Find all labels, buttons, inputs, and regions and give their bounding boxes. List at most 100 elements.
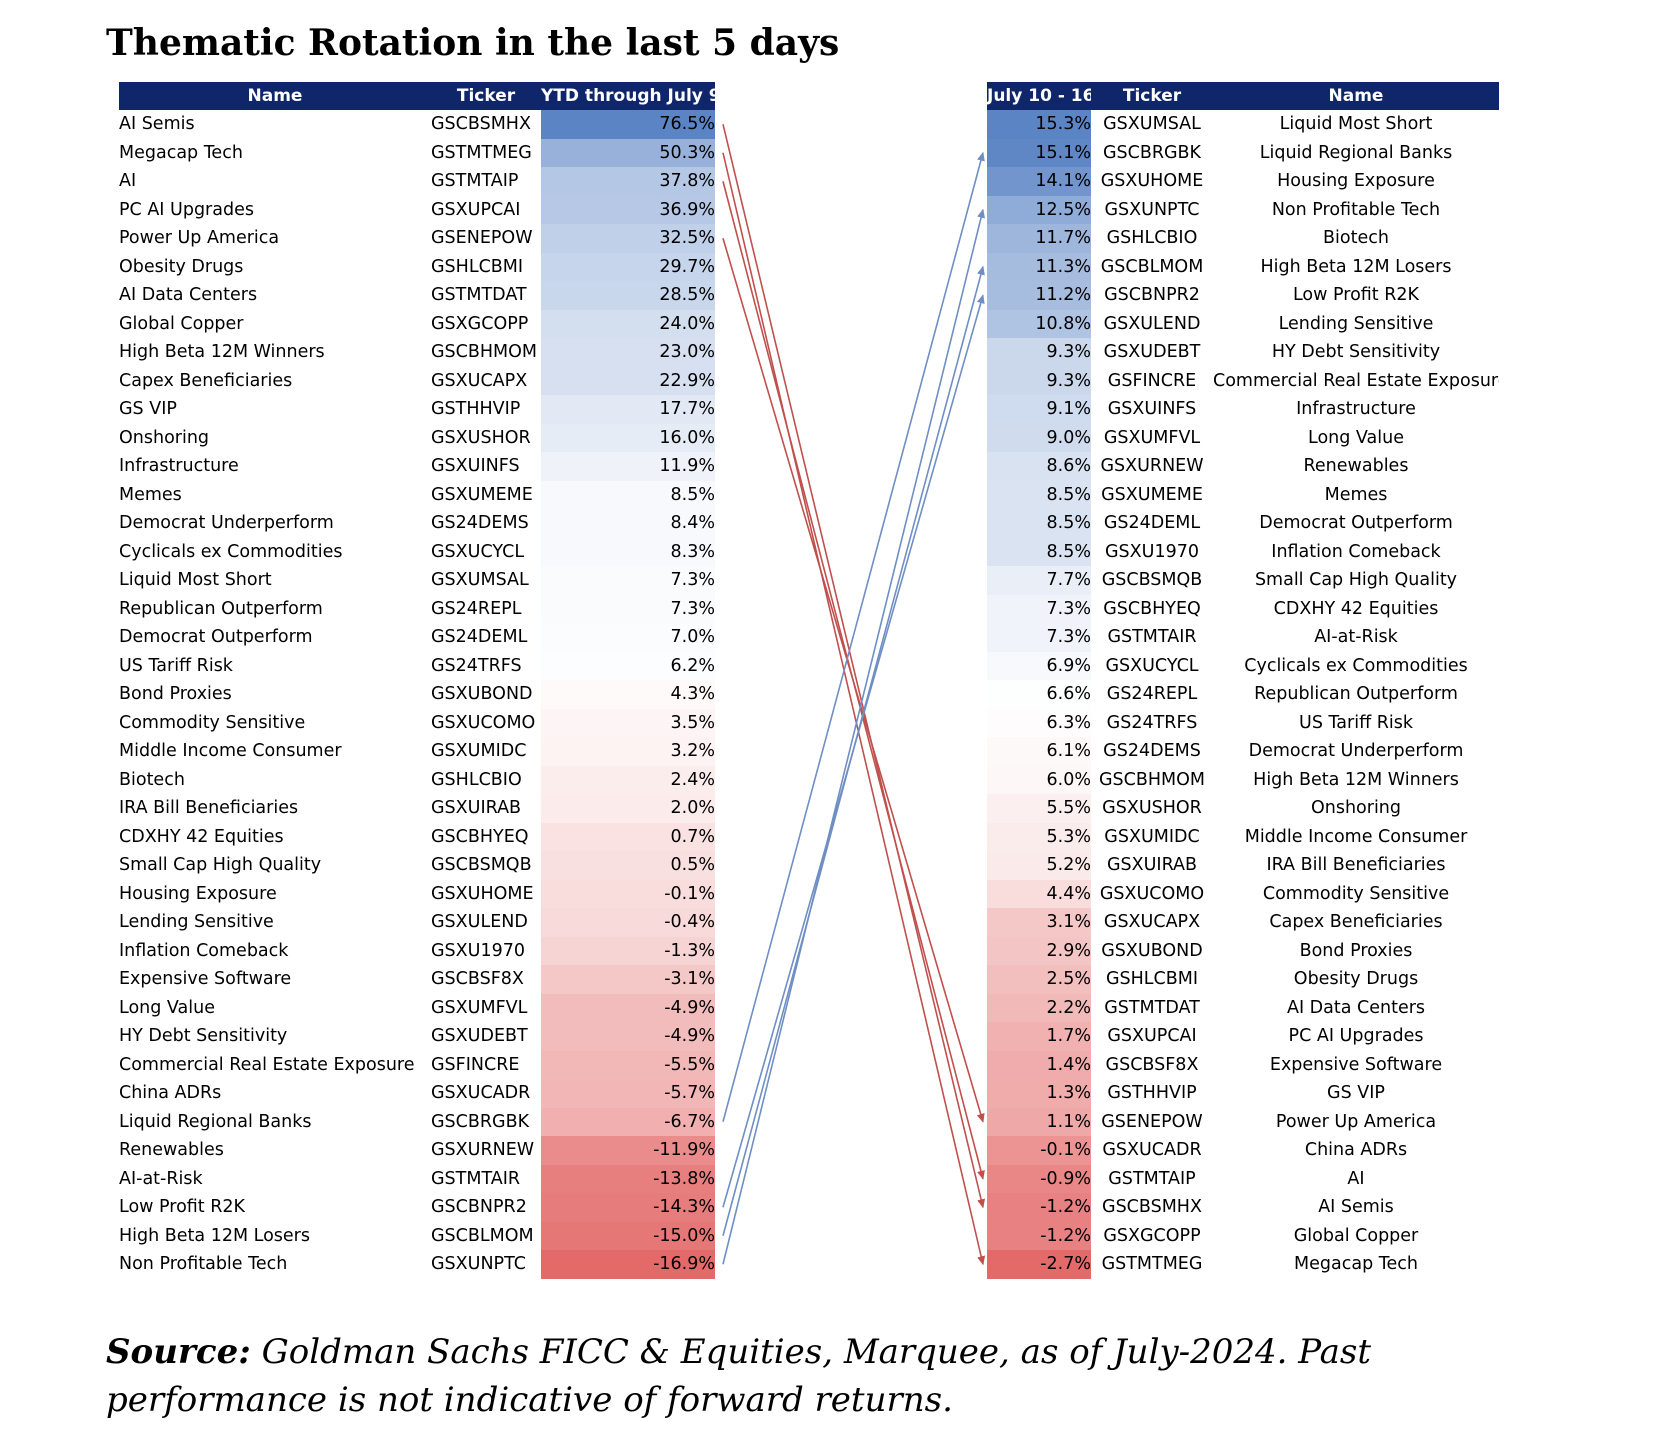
- ytd-header-value: YTD through July 9: [541, 82, 715, 110]
- ytd-ticker: GSHLCBIO: [431, 769, 522, 790]
- weekly-row: 2.2% GSTMTDAT AI Data Centers: [987, 993, 1499, 1022]
- ytd-ticker: GSXUIRAB: [431, 798, 522, 819]
- ytd-row: AI-at-Risk GSTMTAIR -13.8%: [119, 1164, 715, 1193]
- ytd-theme-name: Memes: [119, 484, 182, 505]
- weekly-theme-name: High Beta 12M Losers: [1260, 256, 1452, 277]
- ytd-row: IRA Bill Beneficiaries GSXUIRAB 2.0%: [119, 794, 715, 823]
- weekly-ticker: GSCBSF8X: [1105, 1054, 1199, 1075]
- weekly-ticker: GSXULEND: [1103, 313, 1201, 334]
- ytd-row: PC AI Upgrades GSXUPCAI 36.9%: [119, 195, 715, 224]
- weekly-ticker: GSHLCBMI: [1105, 969, 1199, 990]
- ytd-value: 29.7%: [541, 252, 715, 281]
- ytd-ticker: GSCBHYEQ: [431, 826, 529, 847]
- ytd-row: High Beta 12M Losers GSCBLMOM -15.0%: [119, 1221, 715, 1250]
- weekly-value: 3.1%: [987, 908, 1091, 937]
- weekly-ticker: GSXUDEBT: [1103, 342, 1201, 363]
- ytd-value: -14.3%: [541, 1193, 715, 1222]
- ytd-value: 32.5%: [541, 224, 715, 253]
- ytd-theme-name: Inflation Comeback: [119, 940, 289, 961]
- weekly-value: 2.5%: [987, 965, 1091, 994]
- ytd-ticker: GSXUCADR: [431, 1083, 531, 1104]
- weekly-ticker: GSXUPCAI: [1107, 1026, 1197, 1047]
- weekly-row: 8.5% GSXU1970 Inflation Comeback: [987, 537, 1499, 566]
- ytd-theme-name: IRA Bill Beneficiaries: [119, 798, 299, 819]
- weekly-theme-name: AI Semis: [1318, 1197, 1394, 1218]
- weekly-theme-name: Inflation Comeback: [1271, 541, 1441, 562]
- ytd-ticker: GS24DEML: [431, 627, 528, 648]
- ytd-row: Renewables GSXURNEW -11.9%: [119, 1136, 715, 1165]
- ytd-row: Global Copper GSXGCOPP 24.0%: [119, 309, 715, 338]
- weekly-ticker: GSXUNPTC: [1104, 199, 1200, 220]
- weekly-row: 5.5% GSXUSHOR Onshoring: [987, 794, 1499, 823]
- weekly-value: 2.9%: [987, 936, 1091, 965]
- weekly-header-ticker: Ticker: [1091, 82, 1213, 110]
- weekly-row: 9.1% GSXUINFS Infrastructure: [987, 395, 1499, 424]
- weekly-theme-name: AI Data Centers: [1286, 997, 1426, 1018]
- weekly-theme-name: Small Cap High Quality: [1254, 570, 1458, 591]
- ytd-value: -4.9%: [541, 1022, 715, 1051]
- weekly-row: -1.2% GSXGCOPP Global Copper: [987, 1221, 1499, 1250]
- weekly-value: 6.1%: [987, 737, 1091, 766]
- weekly-row: 1.7% GSXUPCAI PC AI Upgrades: [987, 1022, 1499, 1051]
- weekly-ticker: GSXUINFS: [1107, 399, 1197, 420]
- weekly-row: 11.3% GSCBLMOM High Beta 12M Losers: [987, 252, 1499, 281]
- weekly-ticker: GSCBHMOM: [1098, 769, 1206, 790]
- ytd-row: Onshoring GSXUSHOR 16.0%: [119, 423, 715, 452]
- ytd-row: Republican Outperform GS24REPL 7.3%: [119, 594, 715, 623]
- ytd-theme-name: HY Debt Sensitivity: [119, 1026, 288, 1047]
- weekly-theme-name: Republican Outperform: [1254, 684, 1458, 705]
- ytd-value: 76.5%: [541, 110, 715, 139]
- weekly-row: 6.9% GSXUCYCL Cyclicals ex Commodities: [987, 651, 1499, 680]
- weekly-row: 5.2% GSXUIRAB IRA Bill Beneficiaries: [987, 851, 1499, 880]
- weekly-ticker: GSCBSMHX: [1102, 1197, 1202, 1218]
- ytd-theme-name: Republican Outperform: [119, 598, 323, 619]
- weekly-value: 7.3%: [987, 623, 1091, 652]
- ytd-row: Middle Income Consumer GSXUMIDC 3.2%: [119, 737, 715, 766]
- rotation-arrow-gscblmom: [722, 265, 985, 1236]
- ytd-theme-name: Small Cap High Quality: [119, 855, 322, 876]
- ytd-theme-name: Biotech: [119, 769, 185, 790]
- weekly-ticker: GSCBRGBK: [1102, 142, 1202, 163]
- weekly-row: 6.6% GS24REPL Republican Outperform: [987, 680, 1499, 709]
- ytd-header-name: Name: [119, 82, 431, 110]
- ytd-ticker: GSHLCBMI: [431, 256, 524, 277]
- weekly-theme-name: GS VIP: [1327, 1083, 1385, 1104]
- ytd-value: 22.9%: [541, 366, 715, 395]
- ytd-theme-name: Commercial Real Estate Exposure: [119, 1054, 415, 1075]
- weekly-ticker: GS24TRFS: [1106, 712, 1198, 733]
- weekly-value: 5.5%: [987, 794, 1091, 823]
- ytd-ticker: GSXUMEME: [431, 484, 533, 505]
- weekly-ticker: GSXURNEW: [1100, 456, 1204, 477]
- ytd-row: Biotech GSHLCBIO 2.4%: [119, 765, 715, 794]
- rotation-arrow-gsxunptc: [722, 208, 985, 1265]
- ytd-ticker: GSTMTAIR: [431, 1168, 521, 1189]
- ytd-row: Housing Exposure GSXUHOME -0.1%: [119, 879, 715, 908]
- ytd-ticker: GSXUPCAI: [431, 199, 521, 220]
- weekly-ticker: GSXU1970: [1104, 541, 1199, 562]
- ytd-ticker: GSFINCRE: [431, 1054, 520, 1075]
- weekly-ticker: GSENEPOW: [1101, 1111, 1203, 1132]
- ytd-value: 2.0%: [541, 794, 715, 823]
- weekly-value: 11.3%: [987, 252, 1091, 281]
- ytd-theme-name: Capex Beneficiaries: [119, 370, 293, 391]
- ytd-value: -13.8%: [541, 1164, 715, 1193]
- weekly-row: 1.4% GSCBSF8X Expensive Software: [987, 1050, 1499, 1079]
- weekly-row: 8.6% GSXURNEW Renewables: [987, 452, 1499, 481]
- rotation-arrow-gstmtaip: [722, 181, 985, 1180]
- weekly-theme-name: Cyclicals ex Commodities: [1244, 655, 1468, 676]
- ytd-theme-name: High Beta 12M Losers: [119, 1225, 310, 1246]
- ytd-value: -15.0%: [541, 1221, 715, 1250]
- ytd-theme-name: Obesity Drugs: [119, 256, 244, 277]
- ytd-value: 2.4%: [541, 765, 715, 794]
- weekly-ticker: GSTMTMEG: [1101, 1254, 1203, 1275]
- ytd-row: Obesity Drugs GSHLCBMI 29.7%: [119, 252, 715, 281]
- weekly-theme-name: HY Debt Sensitivity: [1271, 342, 1441, 363]
- ytd-ticker: GSXUINFS: [431, 456, 520, 477]
- weekly-row: 1.1% GSENEPOW Power Up America: [987, 1107, 1499, 1136]
- weekly-row: 5.3% GSXUMIDC Middle Income Consumer: [987, 822, 1499, 851]
- weekly-value: 8.5%: [987, 480, 1091, 509]
- weekly-value: 7.3%: [987, 594, 1091, 623]
- ytd-ticker: GSXUCOMO: [431, 712, 536, 733]
- ytd-ticker: GSCBHMOM: [431, 342, 538, 363]
- ytd-ticker: GSCBSMQB: [431, 855, 532, 876]
